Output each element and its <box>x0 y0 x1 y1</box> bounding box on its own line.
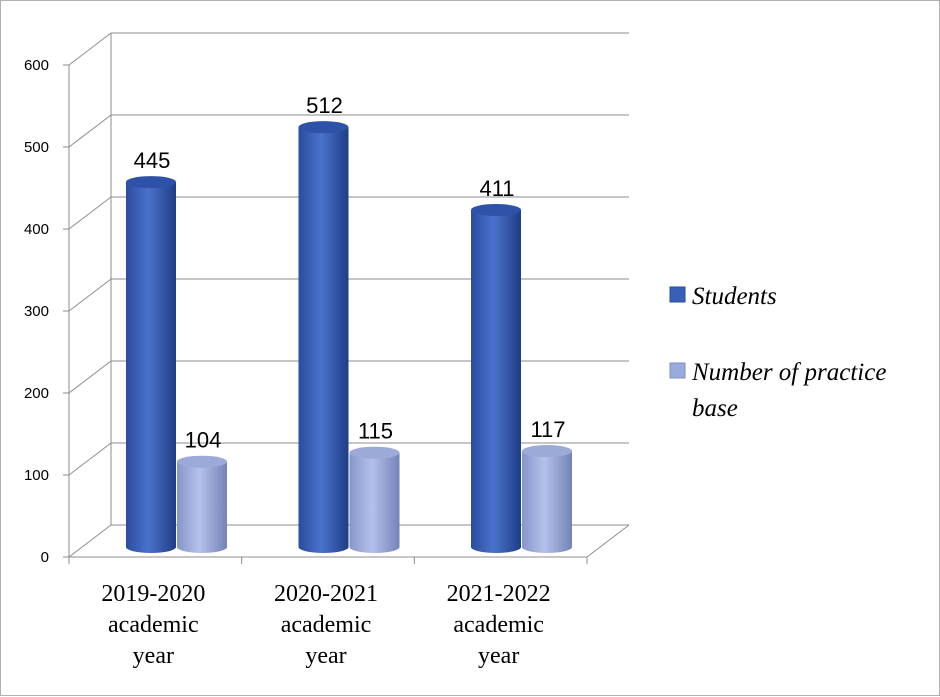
legend-label: Number of practice <box>691 359 886 386</box>
bar-practice-base-2 <box>522 445 572 553</box>
category-labels: 2019-2020 academic year 2020-2021 academic ye… <box>101 581 550 669</box>
y-tick-label: 300 <box>24 303 49 320</box>
data-label: 115 <box>358 419 393 444</box>
bar-top <box>522 445 572 458</box>
data-label: 445 <box>134 148 171 173</box>
bars <box>126 121 572 554</box>
bar-top <box>471 203 521 216</box>
bar-body <box>349 452 400 553</box>
gridline-side <box>68 114 112 148</box>
legend: Students Number of practice base <box>669 283 886 422</box>
bar-body <box>522 451 572 553</box>
bar-students-1 <box>298 121 349 553</box>
legend-label: Students <box>692 283 777 310</box>
category-label: year <box>478 643 519 669</box>
category-label: 2020-2021 <box>274 581 378 607</box>
bar-practice-base-1 <box>349 446 400 553</box>
y-tick-label: 500 <box>24 139 49 156</box>
gridline-side <box>68 278 112 312</box>
legend-label: base <box>692 395 738 422</box>
data-label: 512 <box>306 93 343 118</box>
y-tick-label: 600 <box>24 57 49 74</box>
bar-practice-base-0 <box>177 455 227 553</box>
category-label: 2019-2020 <box>101 581 205 607</box>
legend-swatch <box>669 362 686 379</box>
bar-top <box>177 455 227 468</box>
category-label: academic <box>108 612 199 638</box>
category-label: 2021-2022 <box>447 581 551 607</box>
y-tick-label: 400 <box>24 221 49 238</box>
gridlines <box>68 32 629 558</box>
bar-body <box>126 182 176 553</box>
data-label: 117 <box>530 417 565 442</box>
y-tick-labels: 0 100 200 300 400 500 600 <box>24 57 49 566</box>
category-label: year <box>305 643 346 669</box>
axes <box>63 33 630 564</box>
legend-swatch <box>669 286 686 303</box>
bar-body <box>177 461 227 553</box>
category-label: academic <box>453 612 544 638</box>
bar-students-0 <box>126 176 176 553</box>
data-labels: 445 512 411 104 115 117 <box>134 93 566 453</box>
y-tick-label: 200 <box>24 385 49 402</box>
bar-top <box>298 121 349 134</box>
gridline-side <box>68 360 112 394</box>
y-tick-label: 100 <box>24 467 49 484</box>
gridline-side <box>68 32 112 66</box>
gridline-side <box>68 524 112 558</box>
category-label: academic <box>281 612 372 638</box>
gridline-side <box>68 196 112 230</box>
bar-body <box>471 209 521 554</box>
data-label: 411 <box>479 176 514 201</box>
data-label: 104 <box>185 428 222 453</box>
floor-edge-right <box>586 524 630 558</box>
bar-students-2 <box>471 203 521 554</box>
gridline-side <box>68 442 112 476</box>
bar-top <box>349 446 400 459</box>
bar-body <box>298 127 349 553</box>
category-label: year <box>133 643 174 669</box>
y-tick-label: 0 <box>41 549 49 566</box>
bar-top <box>126 176 176 189</box>
